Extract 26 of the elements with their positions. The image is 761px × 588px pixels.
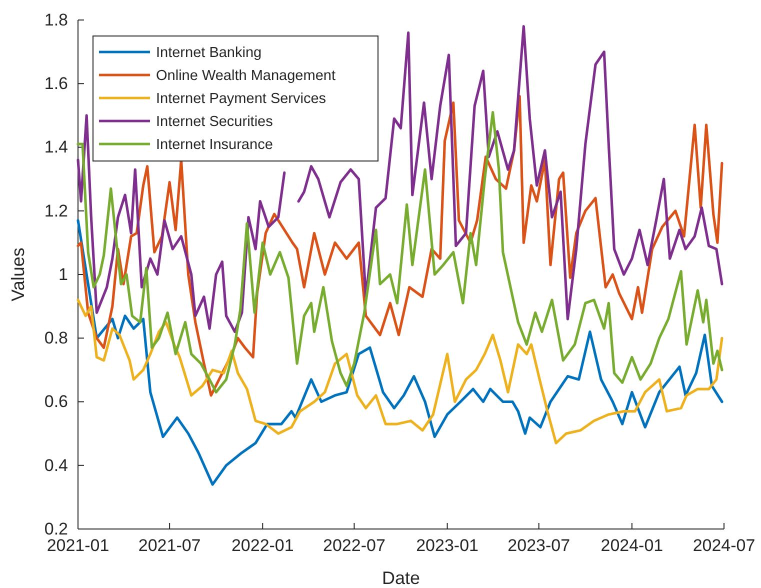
x-tick-label: 2024-01 xyxy=(600,536,664,556)
y-tick-label: 1.8 xyxy=(44,10,68,30)
y-axis-title: Values xyxy=(8,248,28,302)
x-tick-label: 2023-07 xyxy=(508,536,570,556)
x-tick-label: 2022-01 xyxy=(231,536,294,556)
y-tick-label: 1 xyxy=(58,264,68,284)
y-tick-label: 0.6 xyxy=(44,392,68,412)
y-tick-label: 1.6 xyxy=(44,74,68,94)
line-series xyxy=(76,298,724,444)
legend-label: Internet Insurance xyxy=(156,137,273,153)
line-series xyxy=(76,219,724,486)
legend-label: Internet Banking xyxy=(156,45,262,61)
y-tick-label: 1.4 xyxy=(44,138,68,157)
legend-label: Internet Securities xyxy=(156,114,273,130)
x-tick-label: 2022-07 xyxy=(323,536,386,556)
y-tick-label: 0.2 xyxy=(44,519,68,538)
legend-label: Internet Payment Services xyxy=(156,91,326,107)
x-tick-label: 2023-01 xyxy=(416,536,478,556)
legend-label: Online Wealth Management xyxy=(156,68,336,84)
y-tick-label: 0.8 xyxy=(44,328,68,348)
y-tick-label: 0.4 xyxy=(44,456,68,475)
x-axis-title: Date xyxy=(382,568,420,588)
x-tick-label: 2021-07 xyxy=(138,536,201,556)
x-tick-label: 2024-07 xyxy=(692,536,756,556)
x-tick-label: 2021-01 xyxy=(46,536,110,556)
y-tick-label: 1.2 xyxy=(44,201,68,220)
